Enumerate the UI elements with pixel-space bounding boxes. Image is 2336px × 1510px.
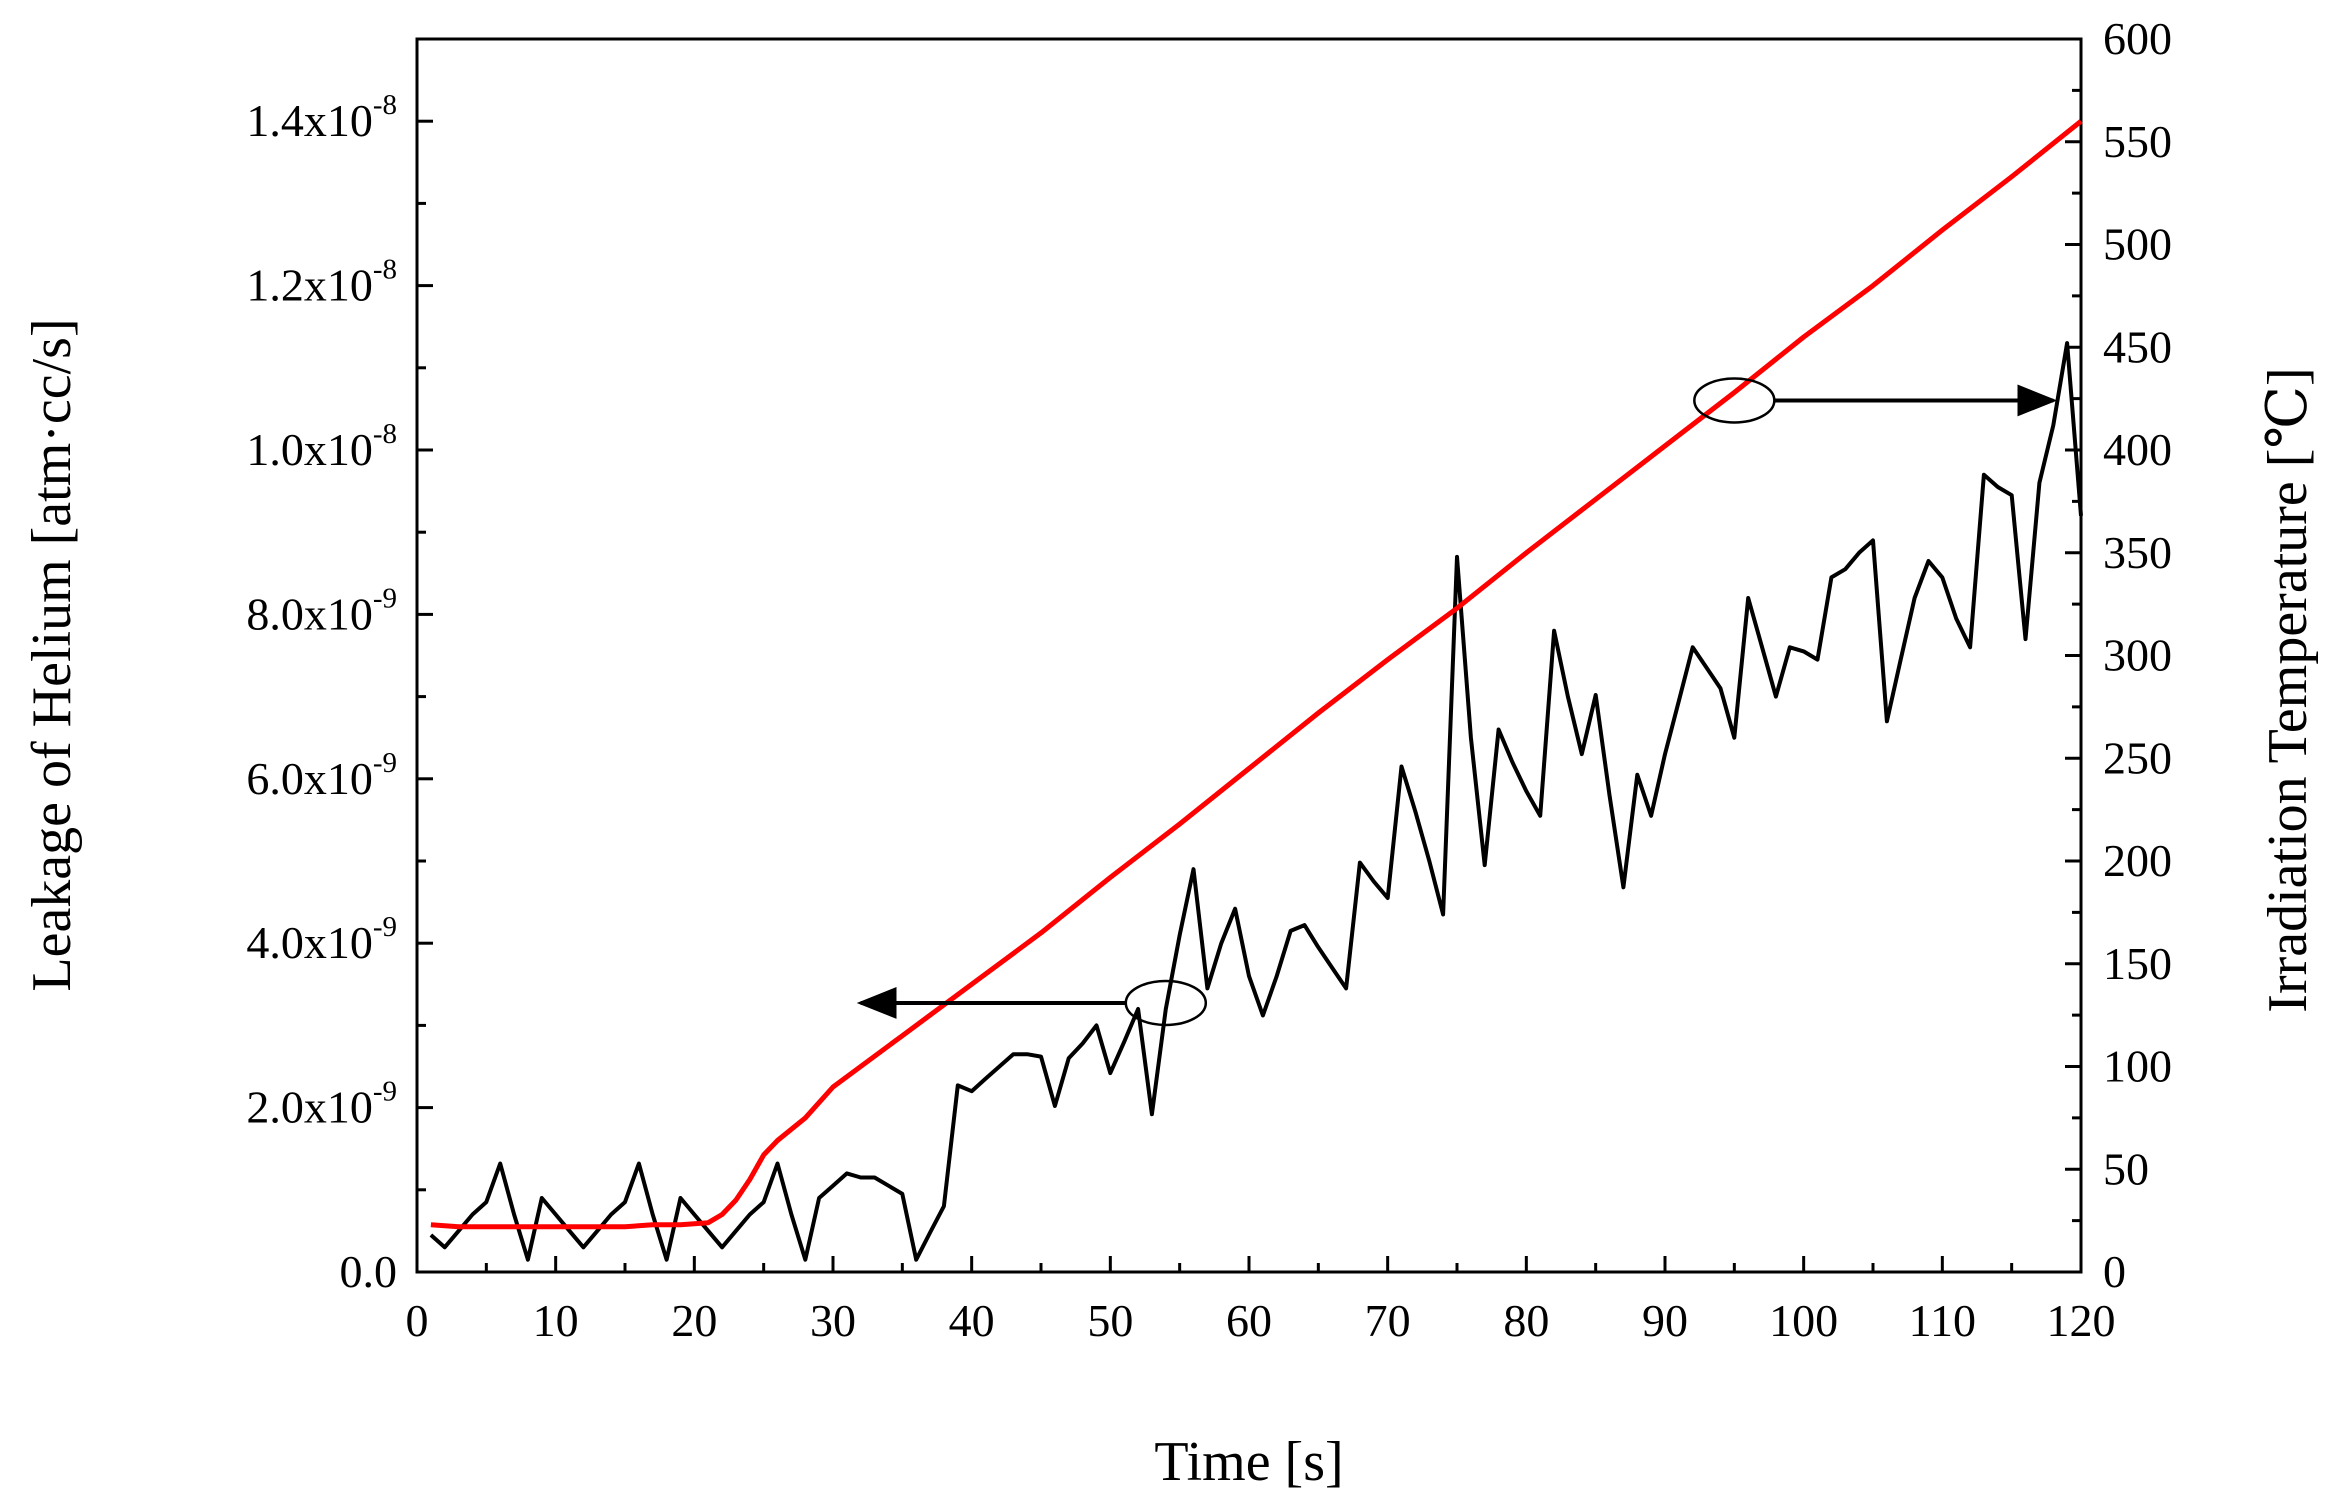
y-axis-left: 0.0 2.0x10-9 4.0x10-9 6.0x10-9 8.0x10-9 1.0x1… (246, 89, 433, 1297)
x-tick-label: 30 (810, 1295, 856, 1346)
y-left-tick-label: 1.0x10-8 (246, 418, 397, 475)
y-left-tick-label: 2.0x10-9 (246, 1076, 397, 1133)
y-left-tick-label: 8.0x10-9 (246, 582, 397, 639)
y-left-tick-label: 6.0x10-9 (246, 747, 397, 804)
y-axis-left-title: Leakage of Helium [atm·cc/s] (21, 318, 83, 991)
x-tick-label: 120 (2047, 1295, 2116, 1346)
y-axis-right-title: Irradiation Temperature [℃] (2257, 367, 2319, 1012)
y-left-tick-label: 0.0 (340, 1246, 398, 1297)
x-tick-label: 70 (1365, 1295, 1411, 1346)
y-right-tick-label: 550 (2103, 116, 2172, 167)
series-line-irradiation-temperature (430, 119, 2083, 1230)
x-tick-label: 50 (1087, 1295, 1133, 1346)
y-right-tick-label: 600 (2103, 13, 2172, 64)
x-tick-label: 20 (671, 1295, 717, 1346)
y-left-tick-label: 1.2x10-8 (246, 254, 397, 311)
series-line-helium-leakage (429, 341, 2083, 1262)
series-layer (429, 119, 2083, 1262)
annotation-ellipse (1693, 377, 1776, 424)
x-axis: 0 10 20 30 40 50 60 70 80 90 100 110 120 (406, 1256, 2116, 1346)
x-tick-label: 80 (1503, 1295, 1549, 1346)
plot-frame (415, 37, 2083, 1274)
x-tick-label: 110 (1909, 1295, 1976, 1346)
x-axis-title: Time [s] (1154, 1431, 1343, 1493)
x-tick-label: 90 (1642, 1295, 1688, 1346)
x-tick-label: 40 (949, 1295, 995, 1346)
x-tick-label: 0 (406, 1295, 429, 1346)
y-right-tick-label: 100 (2103, 1041, 2172, 1092)
y-right-tick-label: 350 (2103, 527, 2172, 578)
y-right-tick-label: 150 (2103, 938, 2172, 989)
y-right-tick-label: 200 (2103, 835, 2172, 886)
y-right-tick-label: 400 (2103, 424, 2172, 475)
annotation-layer (856, 377, 2058, 1027)
x-tick-label: 10 (533, 1295, 579, 1346)
y-right-tick-label: 0 (2103, 1246, 2126, 1297)
y-right-tick-label: 50 (2103, 1143, 2149, 1194)
y-axis-right: 0 50 100 150 200 250 300 350 400 450 500 550 600 (2065, 13, 2172, 1297)
x-tick-label: 100 (1769, 1295, 1838, 1346)
y-right-tick-label: 250 (2103, 732, 2172, 783)
y-left-tick-label: 4.0x10-9 (246, 911, 397, 968)
y-left-tick-label: 1.4x10-8 (246, 89, 397, 146)
y-right-tick-label: 500 (2103, 219, 2172, 270)
x-tick-label: 60 (1226, 1295, 1272, 1346)
y-right-tick-label: 300 (2103, 630, 2172, 681)
y-right-tick-label: 450 (2103, 321, 2172, 372)
